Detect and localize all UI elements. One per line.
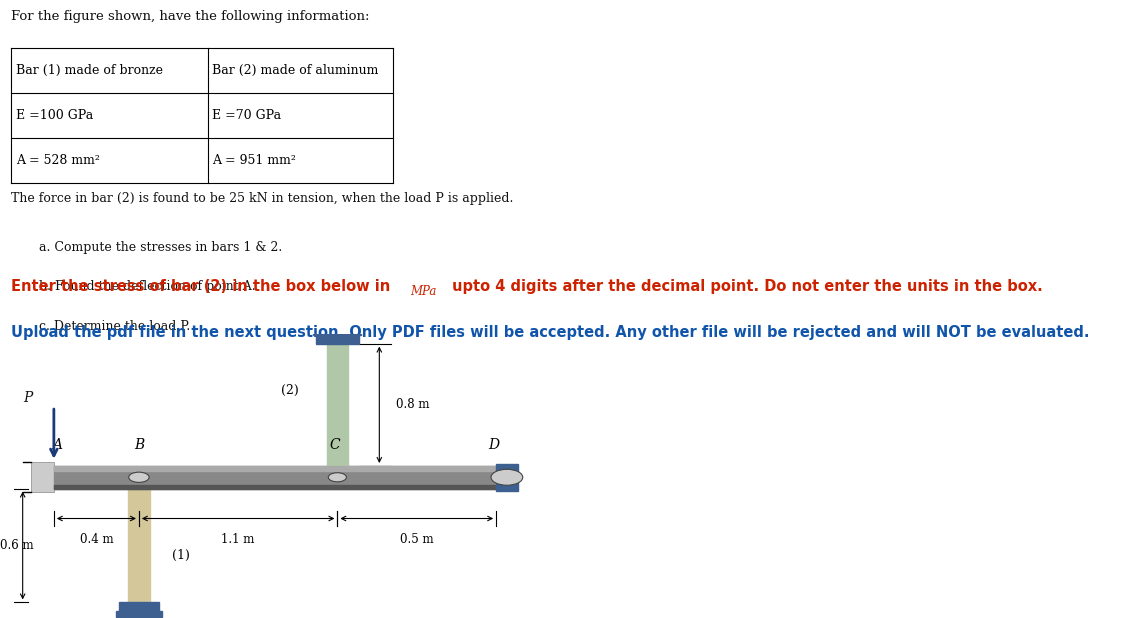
Circle shape: [329, 473, 347, 482]
Text: b. Found the deflection of point A.: b. Found the deflection of point A.: [40, 281, 256, 294]
Text: A: A: [52, 438, 61, 452]
Text: P: P: [24, 391, 33, 405]
Circle shape: [128, 472, 149, 483]
Text: c. Determine the load P.: c. Determine the load P.: [40, 320, 191, 333]
Text: The force in bar (2) is found to be 25 kN in tension, when the load P is applied: The force in bar (2) is found to be 25 k…: [11, 192, 514, 205]
Text: E =70 GPa: E =70 GPa: [212, 109, 281, 122]
Text: 1.1 m: 1.1 m: [221, 533, 255, 546]
Text: 0.8 m: 0.8 m: [397, 398, 430, 412]
Text: a. Compute the stresses in bars 1 & 2.: a. Compute the stresses in bars 1 & 2.: [40, 240, 282, 253]
Bar: [54, 466, 497, 489]
Text: Upload the pdf file in the next question. Only PDF files will be accepted. Any o: Upload the pdf file in the next question…: [11, 325, 1090, 341]
Circle shape: [491, 469, 523, 485]
Text: Bar (1) made of bronze: Bar (1) made of bronze: [16, 64, 163, 77]
Text: D: D: [488, 438, 499, 452]
Bar: [118, 603, 159, 611]
Text: C: C: [329, 438, 340, 452]
Bar: [316, 334, 358, 344]
Text: (2): (2): [281, 384, 298, 397]
Bar: [116, 611, 162, 617]
Bar: [128, 489, 150, 603]
Text: 0.5 m: 0.5 m: [400, 533, 433, 546]
Bar: [497, 464, 517, 491]
Text: For the figure shown, have the following information:: For the figure shown, have the following…: [11, 11, 370, 23]
Text: A = 528 mm²: A = 528 mm²: [16, 154, 100, 167]
Text: MPa: MPa: [409, 285, 437, 298]
Bar: [327, 344, 348, 466]
Text: B: B: [134, 438, 144, 452]
Text: E =100 GPa: E =100 GPa: [16, 109, 93, 122]
Bar: [54, 466, 497, 471]
Text: upto 4 digits after the decimal point. Do not enter the units in the box.: upto 4 digits after the decimal point. D…: [447, 279, 1042, 294]
Text: 0.4 m: 0.4 m: [79, 533, 113, 546]
Text: A = 951 mm²: A = 951 mm²: [212, 154, 296, 167]
Bar: [54, 485, 497, 489]
Bar: [31, 462, 53, 492]
Bar: [313, 328, 362, 334]
Text: Bar (2) made of aluminum: Bar (2) made of aluminum: [212, 64, 379, 77]
Text: (1): (1): [172, 549, 189, 562]
Text: 0.6 m: 0.6 m: [0, 539, 34, 552]
Text: Enter the stress of bar (2) in the box below in: Enter the stress of bar (2) in the box b…: [11, 279, 396, 294]
